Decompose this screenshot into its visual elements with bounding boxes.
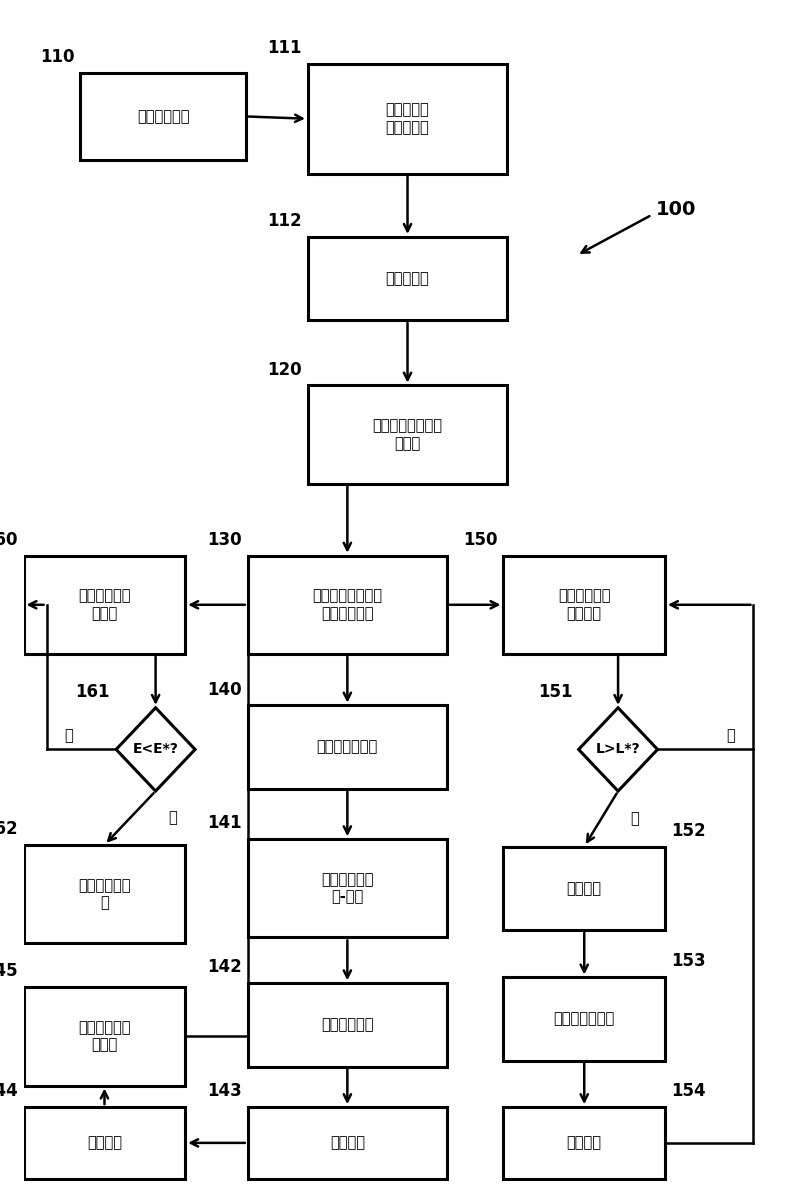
Polygon shape [578, 707, 658, 791]
Text: 141: 141 [207, 814, 242, 833]
Text: 打开容器: 打开容器 [566, 880, 602, 896]
Text: 否: 否 [726, 728, 735, 743]
FancyBboxPatch shape [248, 839, 447, 938]
Text: 145: 145 [0, 963, 18, 981]
Text: 130: 130 [207, 531, 242, 549]
Text: 抽取一部分液体: 抽取一部分液体 [554, 1012, 615, 1026]
Text: 152: 152 [671, 822, 706, 840]
FancyBboxPatch shape [80, 73, 246, 160]
Text: 过滤气体: 过滤气体 [330, 1136, 365, 1150]
Text: 从容器抽取气体: 从容器抽取气体 [317, 740, 378, 755]
FancyBboxPatch shape [308, 63, 507, 174]
Text: 恢复消耗的电
极: 恢复消耗的电 极 [78, 878, 130, 910]
FancyBboxPatch shape [308, 236, 507, 320]
Text: 140: 140 [207, 680, 242, 699]
FancyBboxPatch shape [248, 705, 447, 789]
Text: 否: 否 [65, 728, 74, 743]
Text: 将废弃物材料送入
容器中: 将废弃物材料送入 容器中 [373, 419, 442, 451]
Text: 气体转化和能
量恢复: 气体转化和能 量恢复 [78, 1020, 130, 1052]
Text: 143: 143 [207, 1082, 242, 1100]
Text: 144: 144 [0, 1082, 18, 1100]
Polygon shape [116, 707, 195, 791]
Text: 111: 111 [267, 39, 302, 57]
Text: 120: 120 [267, 360, 302, 378]
Text: 110: 110 [40, 48, 74, 66]
Text: 142: 142 [207, 958, 242, 976]
Text: 将容器加热
到转化温度: 将容器加热 到转化温度 [386, 103, 430, 135]
Text: 是: 是 [630, 811, 639, 827]
Text: 检测容器中的
液体顶面: 检测容器中的 液体顶面 [558, 588, 610, 622]
Text: E<E*?: E<E*? [133, 742, 178, 756]
Text: 给容器降压: 给容器降压 [386, 271, 430, 286]
Text: 检测自耗电极
的长度: 检测自耗电极 的长度 [78, 588, 130, 622]
FancyBboxPatch shape [24, 1107, 186, 1179]
FancyBboxPatch shape [503, 977, 665, 1061]
Text: 100: 100 [656, 199, 696, 218]
FancyBboxPatch shape [24, 988, 186, 1086]
FancyBboxPatch shape [308, 385, 507, 484]
Text: L>L*?: L>L*? [596, 742, 640, 756]
Text: 将废弃物材料转化
成气体和液体: 将废弃物材料转化 成气体和液体 [312, 588, 382, 622]
Text: 154: 154 [671, 1082, 706, 1100]
Text: 150: 150 [463, 531, 498, 549]
Text: 153: 153 [671, 952, 706, 970]
Text: 151: 151 [538, 682, 573, 700]
Text: 气体的等离子
体-净化: 气体的等离子 体-净化 [321, 872, 374, 904]
Text: 162: 162 [0, 820, 18, 837]
Text: 112: 112 [267, 212, 302, 230]
FancyBboxPatch shape [503, 847, 665, 931]
FancyBboxPatch shape [503, 556, 665, 654]
FancyBboxPatch shape [248, 556, 447, 654]
FancyBboxPatch shape [24, 845, 186, 944]
FancyBboxPatch shape [503, 1107, 665, 1179]
Text: 气体清洗: 气体清洗 [87, 1136, 122, 1150]
Text: 预先布置容器: 预先布置容器 [137, 109, 190, 124]
Text: 161: 161 [76, 682, 110, 700]
FancyBboxPatch shape [24, 556, 186, 654]
Text: 关闭容器: 关闭容器 [566, 1136, 602, 1150]
Text: 是: 是 [168, 810, 177, 826]
Text: 快速冷却气体: 快速冷却气体 [321, 1018, 374, 1032]
FancyBboxPatch shape [248, 1107, 447, 1179]
Text: 160: 160 [0, 531, 18, 549]
FancyBboxPatch shape [248, 983, 447, 1067]
